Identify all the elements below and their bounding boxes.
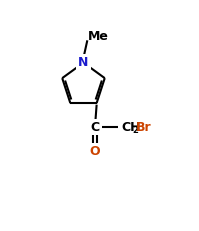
Text: N: N	[78, 56, 89, 69]
Text: Br: Br	[136, 121, 152, 134]
Text: C: C	[91, 121, 100, 134]
Text: 2: 2	[132, 126, 138, 135]
Text: O: O	[90, 145, 100, 158]
Text: CH: CH	[121, 121, 141, 134]
Text: Me: Me	[88, 30, 109, 43]
